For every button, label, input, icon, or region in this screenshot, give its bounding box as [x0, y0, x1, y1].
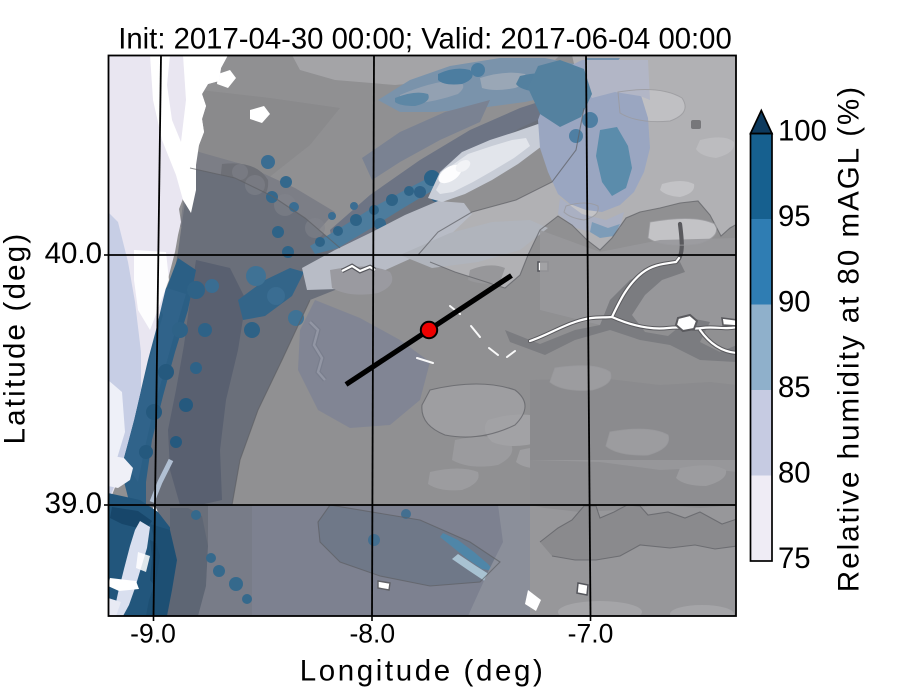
svg-text:90: 90 [778, 286, 811, 319]
svg-text:-7.0: -7.0 [568, 619, 614, 649]
svg-text:Relative humidity at 80 mAGL (: Relative humidity at 80 mAGL (%) [833, 85, 866, 592]
svg-text:Longitude (deg): Longitude (deg) [300, 655, 546, 688]
svg-text:-9.0: -9.0 [130, 619, 176, 649]
svg-text:75: 75 [778, 542, 811, 575]
svg-text:85: 85 [778, 371, 811, 404]
svg-text:39.0: 39.0 [45, 487, 102, 520]
svg-text:80: 80 [778, 457, 811, 490]
svg-text:95: 95 [778, 200, 811, 233]
svg-text:-8.0: -8.0 [349, 619, 395, 649]
svg-text:Latitude (deg): Latitude (deg) [0, 232, 32, 445]
svg-text:100: 100 [778, 115, 827, 148]
svg-text:40.0: 40.0 [45, 237, 102, 270]
svg-text:Init: 2017-04-30 00:00; Valid:: Init: 2017-04-30 00:00; Valid: 2017-06-0… [118, 23, 732, 56]
